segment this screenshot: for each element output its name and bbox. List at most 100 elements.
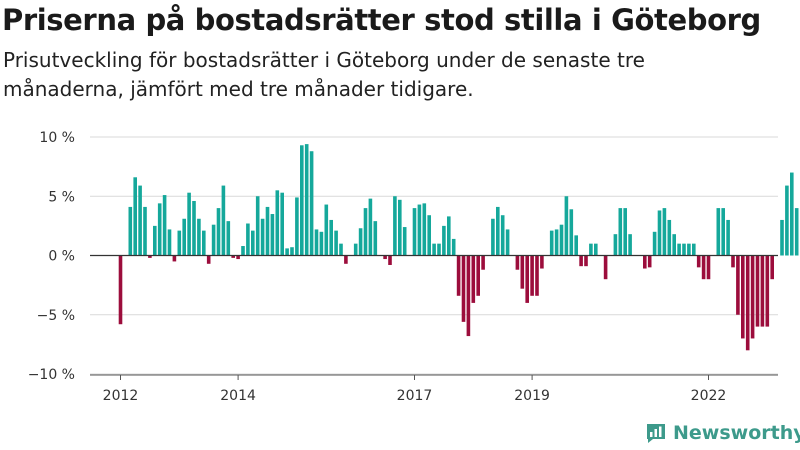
bar xyxy=(584,255,588,267)
bar xyxy=(540,255,544,269)
bar xyxy=(677,243,681,256)
bar xyxy=(148,255,152,258)
bar xyxy=(701,255,706,280)
bar xyxy=(794,208,799,256)
bar xyxy=(241,246,245,256)
bar xyxy=(295,197,299,256)
bar xyxy=(373,221,378,256)
bar xyxy=(329,219,333,256)
bar xyxy=(319,231,324,256)
bar xyxy=(251,230,255,256)
bar xyxy=(731,255,735,268)
bar xyxy=(451,238,456,256)
bar xyxy=(280,192,284,256)
bar xyxy=(657,210,662,256)
bar xyxy=(564,196,569,256)
bar xyxy=(172,255,177,262)
bar xyxy=(520,255,525,289)
x-tick-label: 2019 xyxy=(514,388,550,404)
bar xyxy=(402,227,407,256)
bar xyxy=(133,177,137,256)
bar xyxy=(383,255,387,260)
bar xyxy=(255,196,260,256)
bar xyxy=(221,185,226,256)
bar xyxy=(780,219,784,256)
bar xyxy=(745,255,750,351)
bar xyxy=(667,219,672,256)
bar xyxy=(750,255,755,339)
bar xyxy=(736,255,740,315)
bar xyxy=(647,255,652,268)
bar xyxy=(309,151,314,256)
bar xyxy=(182,218,186,256)
y-axis-labels: 10 % 5 % 0 % −5 % −10 % xyxy=(28,130,75,383)
bar xyxy=(447,216,451,256)
bar xyxy=(569,209,574,256)
bar xyxy=(285,248,289,256)
bar xyxy=(412,208,417,256)
bar xyxy=(755,255,760,327)
chart-title: Priserna på bostadsrätter stod stilla i … xyxy=(2,3,761,37)
x-tick-label: 2014 xyxy=(220,388,256,404)
bar xyxy=(682,243,686,256)
bar xyxy=(549,230,554,256)
bar xyxy=(226,221,231,256)
bar xyxy=(672,234,676,256)
bar xyxy=(706,255,711,280)
bar xyxy=(187,192,191,256)
bar xyxy=(461,255,466,322)
bar xyxy=(192,200,196,256)
bar xyxy=(275,190,280,256)
bar xyxy=(128,206,133,256)
bar xyxy=(618,208,623,256)
bar xyxy=(643,255,647,269)
bar xyxy=(530,255,534,296)
bar xyxy=(741,255,745,339)
bar xyxy=(211,224,216,256)
bar xyxy=(216,208,221,256)
bar xyxy=(716,208,721,256)
bar xyxy=(437,243,441,256)
bar xyxy=(118,255,123,325)
bar xyxy=(535,255,539,296)
bar xyxy=(603,255,608,280)
bar xyxy=(231,255,235,258)
bar xyxy=(785,185,789,256)
bar xyxy=(265,206,270,256)
bar xyxy=(417,204,422,256)
bar xyxy=(368,198,373,256)
bar xyxy=(353,243,358,256)
bar xyxy=(628,234,632,256)
bar xyxy=(692,243,696,256)
bar xyxy=(143,206,147,256)
bar xyxy=(613,234,618,256)
bar xyxy=(236,255,240,260)
bars xyxy=(118,144,799,351)
bar xyxy=(422,203,427,256)
bar xyxy=(594,243,598,256)
bar xyxy=(246,223,250,256)
bar xyxy=(770,255,774,280)
bar xyxy=(525,255,529,303)
bar xyxy=(491,218,495,256)
bar xyxy=(344,255,348,264)
bar xyxy=(363,208,368,256)
bar xyxy=(300,145,304,256)
bar xyxy=(197,218,201,256)
bar xyxy=(559,224,564,256)
bar xyxy=(589,243,593,256)
bar xyxy=(358,228,363,256)
bar xyxy=(153,225,157,256)
bar xyxy=(260,218,265,256)
bar xyxy=(652,231,657,256)
bar xyxy=(339,243,343,256)
bar xyxy=(760,255,765,327)
bar xyxy=(162,195,167,256)
bar xyxy=(466,255,471,337)
bar xyxy=(388,255,392,265)
bar xyxy=(393,196,397,256)
bar xyxy=(623,208,627,256)
bar xyxy=(206,255,211,264)
bar xyxy=(138,185,142,256)
bar xyxy=(721,208,725,256)
